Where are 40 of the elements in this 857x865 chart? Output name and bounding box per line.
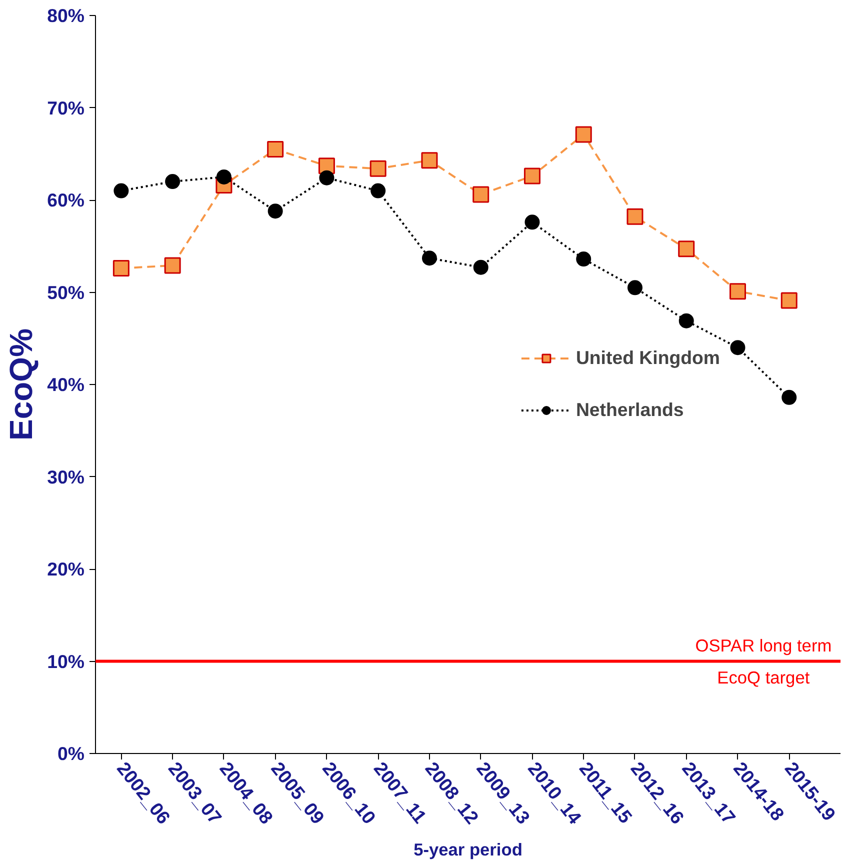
point (729, 283, 746, 300)
point (114, 183, 129, 198)
point (112, 260, 130, 277)
point (782, 390, 797, 405)
point (422, 250, 437, 266)
y-tick-label: 70% (47, 97, 85, 118)
y-tick-label: 80% (47, 5, 85, 26)
point (164, 257, 181, 274)
point (626, 208, 644, 225)
point (473, 260, 488, 275)
point (576, 252, 592, 267)
point (780, 292, 798, 309)
x-axis-title: 5-year period (414, 839, 522, 860)
y-axis-title: EcoQ% (3, 328, 40, 441)
y-tick-label: 20% (47, 558, 85, 580)
y-tick-label: 50% (47, 282, 85, 303)
point (524, 168, 540, 184)
point (524, 214, 540, 230)
y-tick-label: 10% (47, 650, 85, 672)
point (268, 204, 283, 219)
point (627, 280, 642, 296)
point (370, 183, 386, 198)
legend-label: Netherlands (576, 399, 684, 421)
ref-line-label: OSPAR long term EcoQ target (695, 635, 832, 688)
point (216, 169, 232, 184)
point (678, 313, 694, 328)
point (575, 126, 592, 143)
point (267, 141, 284, 158)
point (472, 186, 490, 203)
point (319, 170, 334, 186)
y-tick-label: 30% (47, 466, 85, 488)
y-tick-label: 40% (47, 374, 85, 395)
legend-label: United Kingdom (576, 347, 720, 369)
point (421, 152, 438, 169)
point (165, 174, 180, 190)
point (730, 340, 746, 356)
point (370, 160, 386, 177)
y-tick-label: 60% (47, 190, 85, 210)
y-tick-label: 0% (58, 743, 85, 764)
point (678, 240, 695, 258)
